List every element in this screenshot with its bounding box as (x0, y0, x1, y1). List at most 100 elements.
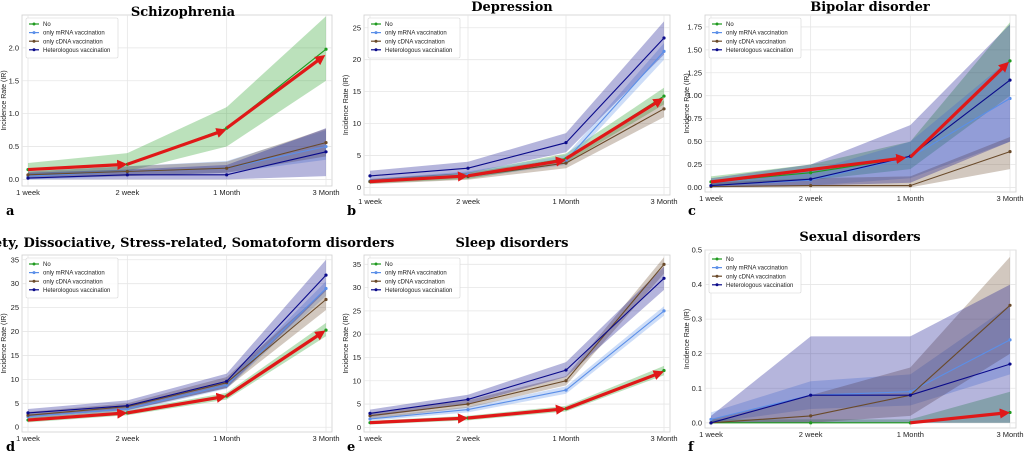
series-line-1 (27, 288, 327, 418)
y-tick-label: 35 (353, 260, 361, 269)
chart-title: Sexual disorders (799, 230, 920, 245)
legend-box (367, 17, 461, 59)
legend-marker (374, 262, 378, 266)
y-tick-label: 0.75 (687, 114, 702, 123)
legend-label: only mRNA vaccination (385, 31, 447, 37)
series-line-3 (710, 79, 1011, 187)
x-tick-label: 3 Month (650, 197, 677, 206)
data-point (368, 417, 372, 421)
y-tick-label: 25 (11, 303, 19, 312)
panel-label: e (347, 440, 355, 455)
y-tick-label: 0.0 (692, 418, 702, 427)
data-point (466, 408, 470, 412)
legend-marker (715, 274, 719, 278)
ci-band-1 (370, 306, 664, 421)
y-tick-label: 5 (357, 151, 361, 160)
y-tick-label: 0.50 (687, 137, 702, 146)
series-line-2 (369, 263, 665, 417)
chart-panel-d: 0 5 10 15 20 25 30 35 1 week 2 week 1 Month 3 Month… (0, 236, 394, 455)
x-tick-label: 3 Month (996, 194, 1023, 203)
y-tick-label: 2.0 (9, 43, 19, 52)
legend-marker (374, 31, 378, 35)
trend-arrow (909, 61, 1009, 159)
trend-arrow (910, 408, 1011, 425)
series-line-2 (27, 299, 327, 416)
x-tick-label: 1 week (358, 434, 382, 443)
y-tick-label: 0.0 (9, 175, 19, 184)
data-point (564, 368, 568, 372)
legend-label: Heterologous vaccination (726, 283, 793, 289)
y-tick-label: 1.25 (687, 68, 702, 77)
legend-label: only cDNA vaccination (726, 39, 786, 45)
y-tick-label: 0.25 (687, 160, 702, 169)
series-line-3 (27, 274, 327, 414)
data-point (368, 411, 372, 415)
data-point (564, 141, 568, 145)
legend-label: only cDNA vaccination (385, 39, 445, 45)
data-point (26, 173, 30, 177)
trend-arrow (467, 156, 567, 178)
series-line-2 (710, 304, 1011, 424)
trend-arrow (225, 54, 326, 130)
chart-title: Depression (471, 0, 553, 15)
data-point (1008, 338, 1012, 342)
data-point (709, 421, 713, 425)
x-tick-label: 2 week (456, 434, 480, 443)
ci-band-2 (28, 289, 326, 419)
legend-label: No (43, 22, 51, 28)
data-point (662, 276, 666, 280)
legend-label: No (385, 22, 393, 28)
legend: No only mRNA vaccination only cDNA vaccina… (708, 252, 802, 294)
data-point (809, 177, 813, 181)
data-point (709, 183, 713, 188)
series-line-3 (27, 151, 327, 179)
ci-band-2 (711, 137, 1010, 188)
data-point (466, 402, 470, 406)
x-tick-label: 1 week (699, 194, 723, 203)
data-point (1008, 59, 1012, 63)
legend-marker (715, 266, 719, 270)
panel-label: c (688, 204, 696, 219)
panel-label: f (688, 440, 695, 455)
trend-arrow (369, 413, 469, 425)
x-tick-label: 2 week (115, 188, 139, 197)
series-line-1 (710, 339, 1011, 420)
data-point (1008, 96, 1012, 101)
legend: No only mRNA vaccination only cDNA vaccina… (25, 17, 119, 59)
y-tick-label: 15 (11, 351, 19, 360)
y-tick-label: 0.00 (687, 183, 702, 192)
y-tick-label: 25 (353, 306, 361, 315)
legend-label: only cDNA vaccination (43, 279, 103, 285)
legend-marker (715, 48, 719, 52)
data-point (368, 414, 372, 418)
x-tick-label: 2 week (799, 194, 823, 203)
y-tick-label: 0.4 (692, 280, 702, 289)
x-tick-label: 3 Month (312, 434, 339, 443)
y-tick-label: 0.2 (692, 349, 702, 358)
series-line-2 (710, 151, 1011, 188)
legend-marker (32, 262, 36, 266)
legend-marker (374, 22, 378, 26)
x-tick-label: 1 week (16, 434, 40, 443)
data-point (466, 397, 470, 401)
data-point (225, 383, 229, 387)
data-point (908, 390, 912, 394)
data-point (809, 414, 813, 418)
legend-label: Heterologous vaccination (43, 288, 110, 294)
y-axis-label: Incidence Rate (IR) (343, 313, 350, 373)
chart-panel-b: 0 5 10 15 20 25 1 week 2 week 1 Month 3 Month Inci… (343, 0, 678, 219)
series-line-3 (710, 363, 1011, 424)
y-tick-label: 10 (353, 119, 361, 128)
data-point (662, 36, 666, 40)
series-line-1 (369, 310, 665, 420)
legend-marker (32, 22, 36, 26)
y-tick-label: 10 (353, 376, 361, 385)
trend-arrow (225, 330, 326, 398)
ci-band-1 (28, 281, 326, 420)
x-tick-label: 2 week (799, 430, 823, 439)
y-tick-label: 30 (353, 283, 361, 292)
trend-arrow (127, 392, 227, 415)
legend-label: only mRNA vaccination (43, 31, 105, 37)
legend-marker (715, 31, 719, 35)
legend-marker (715, 22, 719, 26)
